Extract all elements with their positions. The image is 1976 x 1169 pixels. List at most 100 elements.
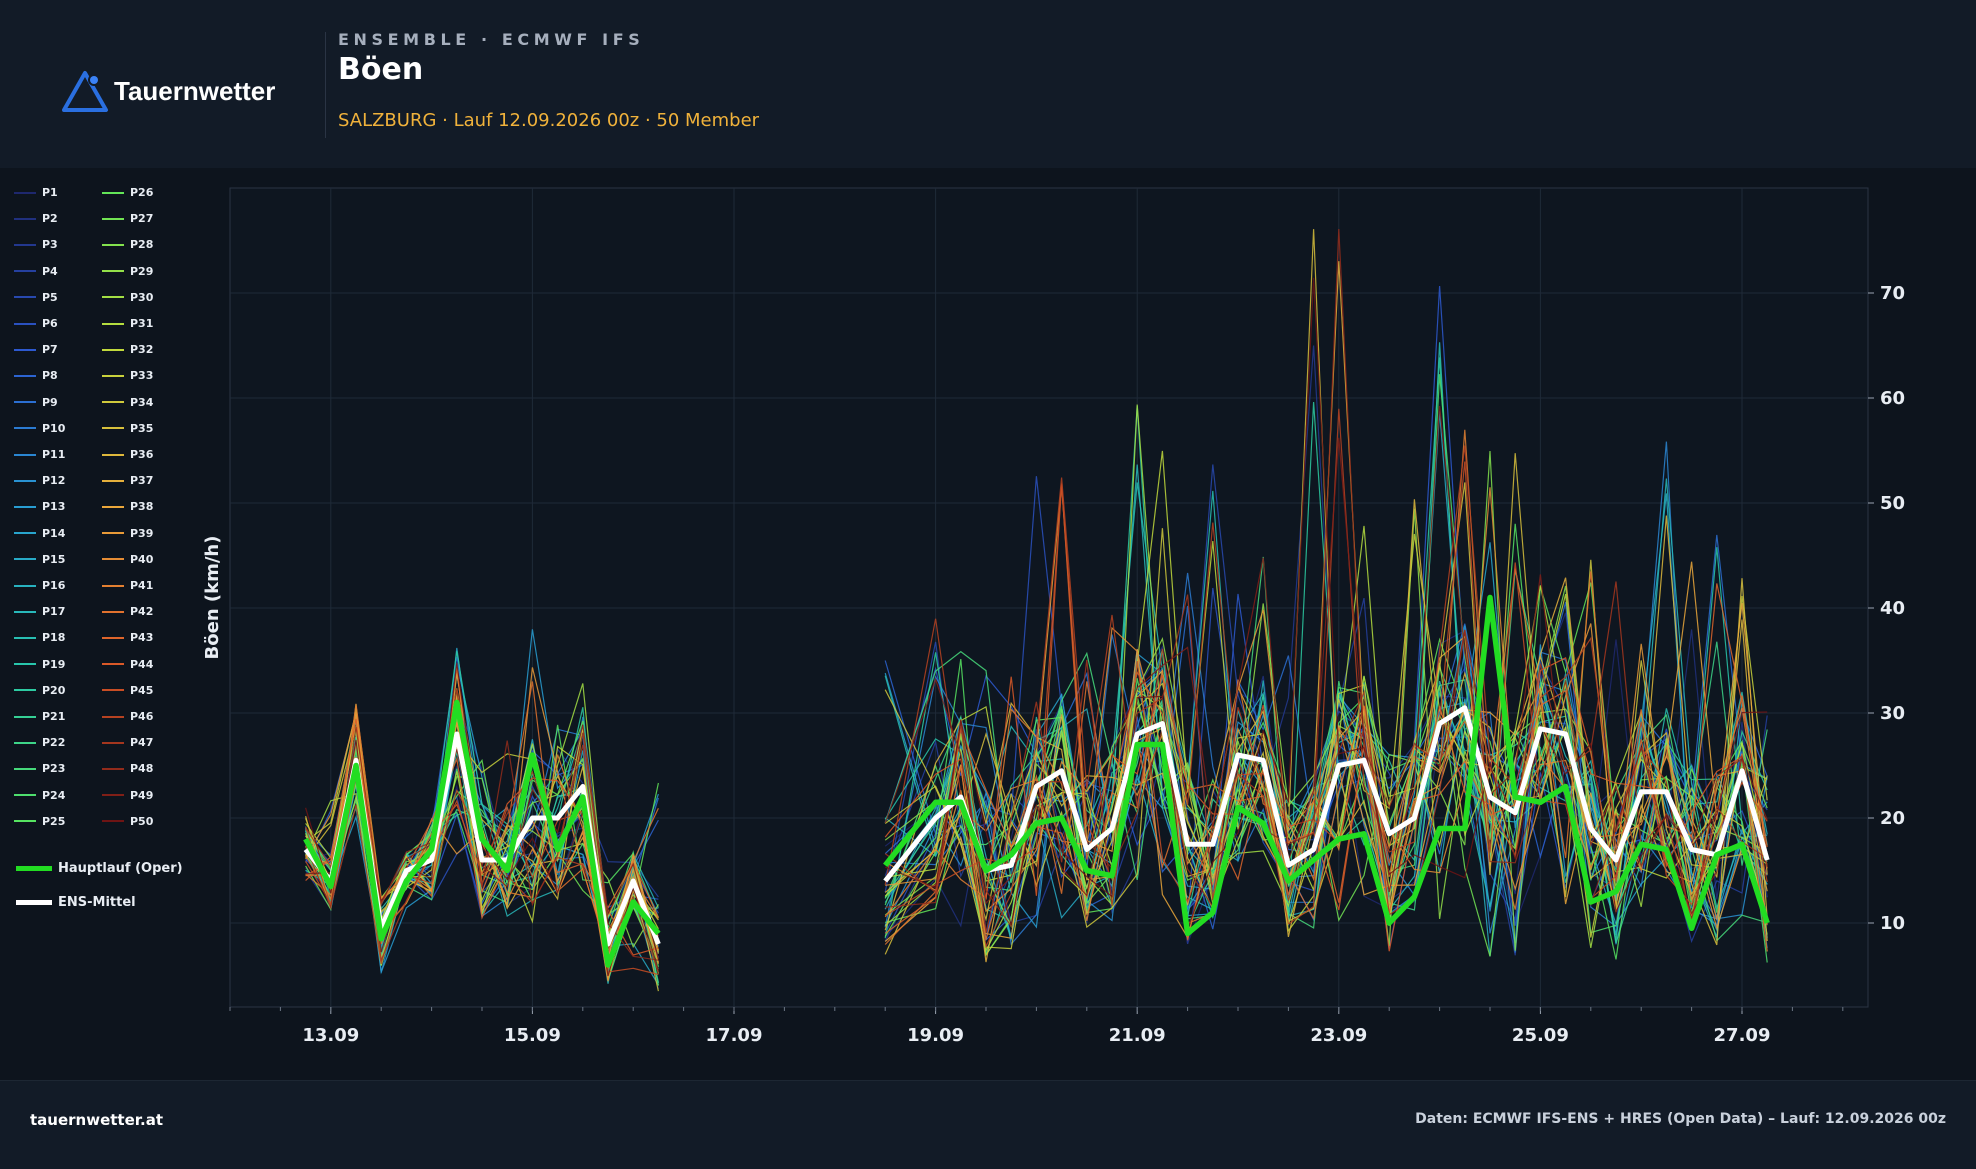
legend-oper: Hauptlauf (Oper)	[16, 861, 183, 876]
logo-triangle-icon	[62, 71, 108, 112]
legend-swatch	[14, 532, 36, 535]
legend-swatch	[102, 689, 124, 692]
subtitle: SALZBURG · Lauf 12.09.2026 00z · 50 Memb…	[338, 110, 760, 131]
legend-item: P25	[14, 815, 65, 828]
legend-item: P40	[102, 553, 153, 566]
legend-label: P4	[42, 264, 58, 278]
legend-label: P16	[42, 579, 66, 592]
legend-swatch	[102, 296, 124, 299]
legend-label: P6	[42, 317, 58, 330]
legend-swatch	[14, 584, 36, 587]
legend-swatch	[102, 427, 124, 430]
legend-swatch	[102, 584, 124, 587]
footer-site[interactable]: tauernwetter.at	[30, 1111, 164, 1129]
legend-item: P10	[14, 422, 65, 435]
legend-item: P16	[14, 579, 65, 592]
legend-item: P42	[102, 605, 153, 618]
x-tick-label: 15.09	[504, 1025, 561, 1046]
legend-item: P9	[14, 396, 58, 409]
legend-item: P28	[102, 238, 153, 251]
ensemble-member-line	[884, 669, 1768, 945]
ensemble-member-line	[885, 228, 1768, 928]
x-tick-label: 21.09	[1109, 1025, 1166, 1046]
legend-item: P12	[14, 474, 65, 487]
legend-swatch	[102, 453, 124, 456]
legend: P1 P2 P3 P4 P5 P6 P7 P8 P9 P10 P11 P12 P13 P14 P15 P16 P…	[0, 180, 225, 920]
legend-swatch	[102, 217, 124, 220]
legend-item: P2	[14, 212, 58, 225]
legend-item: P19	[14, 658, 65, 671]
legend-item: P6	[14, 317, 58, 330]
legend-label: P10	[42, 421, 66, 435]
legend-swatch	[102, 794, 124, 797]
legend-item: P13	[14, 500, 65, 513]
legend-swatch	[14, 270, 36, 273]
legend-item: P15	[14, 553, 65, 566]
legend-item: P43	[102, 631, 153, 644]
legend-label: P21	[42, 710, 66, 723]
legend-swatch	[14, 191, 36, 194]
legend-label: P17	[42, 605, 66, 619]
legend-item: P34	[102, 396, 153, 409]
legend-label: P20	[42, 683, 66, 697]
legend-label: P18	[42, 631, 66, 645]
legend-label: P44	[130, 657, 154, 671]
legend-label: P30	[130, 290, 154, 304]
legend-item: P47	[102, 736, 153, 749]
legend-swatch	[14, 610, 36, 613]
legend-swatch	[102, 767, 124, 770]
legend-item: P18	[14, 631, 65, 644]
legend-swatch	[14, 322, 36, 325]
legend-swatch	[102, 270, 124, 273]
legend-item: P46	[102, 710, 153, 723]
legend-label: P40	[130, 552, 154, 566]
legend-swatch	[102, 663, 124, 666]
legend-label: P45	[130, 683, 154, 697]
legend-swatch	[14, 453, 36, 456]
legend-label: P35	[130, 421, 154, 435]
legend-label: P50	[130, 814, 154, 828]
legend-label: P15	[42, 552, 66, 566]
ensemble-member-line	[885, 609, 1768, 930]
legend-label: Hauptlauf (Oper)	[58, 861, 183, 876]
legend-item: P29	[102, 265, 153, 278]
legend-swatch	[102, 741, 124, 744]
legend-item: P38	[102, 500, 153, 513]
legend-item: P41	[102, 579, 153, 592]
legend-swatch	[16, 900, 52, 905]
ensemble-member-line	[305, 689, 659, 961]
legend-swatch	[14, 217, 36, 220]
legend-label: P38	[130, 500, 154, 514]
legend-swatch	[102, 374, 124, 377]
y-tick-label: 50	[1880, 493, 1905, 514]
x-tick-label: 19.09	[907, 1025, 964, 1046]
legend-label: P1	[42, 186, 58, 199]
legend-label: P33	[130, 369, 154, 383]
legend-swatch	[14, 767, 36, 770]
legend-swatch	[102, 191, 124, 194]
legend-swatch	[102, 820, 124, 823]
legend-label: P3	[42, 238, 58, 252]
legend-item: P31	[102, 317, 153, 330]
oper-line	[303, 699, 661, 968]
legend-swatch	[14, 715, 36, 718]
legend-swatch	[14, 741, 36, 744]
ensemble-member-line	[884, 542, 1768, 941]
legend-label: P26	[130, 186, 154, 199]
legend-item: P30	[102, 291, 153, 304]
logo[interactable]: Tauernwetter	[60, 68, 275, 114]
legend-label: P27	[130, 212, 154, 226]
legend-swatch	[14, 558, 36, 561]
legend-item: P27	[102, 212, 153, 225]
chart: 10 20 30 40 50 60 70 13.09 15.09 17.09 19.09 21.09 2…	[202, 187, 1905, 1046]
page-title: Böen	[338, 52, 424, 87]
legend-item: P44	[102, 658, 153, 671]
legend-label: P39	[130, 526, 154, 540]
legend-swatch	[102, 715, 124, 718]
legend-label: P36	[130, 448, 154, 461]
legend-label: P46	[130, 710, 154, 723]
legend-swatch	[102, 401, 124, 404]
legend-item: P22	[14, 736, 65, 749]
legend-item: P32	[102, 343, 153, 356]
y-axis-label: Böen (km/h)	[202, 536, 223, 660]
